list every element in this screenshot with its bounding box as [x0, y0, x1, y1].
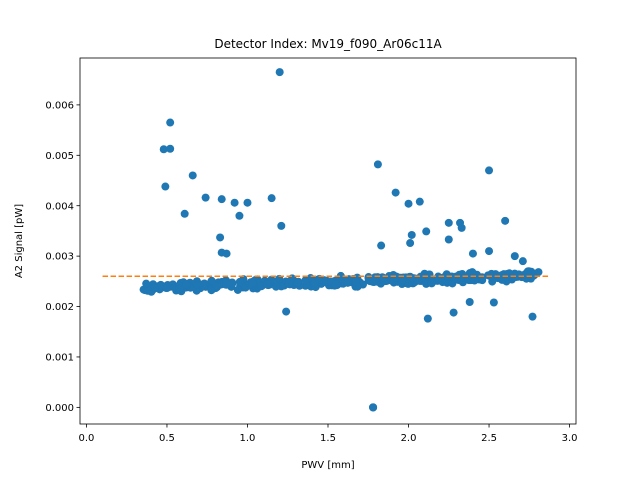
data-point — [407, 230, 416, 239]
y-tick-label: 0.001 — [45, 353, 74, 364]
data-point — [161, 182, 170, 191]
data-point — [444, 218, 453, 227]
data-point — [510, 252, 519, 261]
data-point — [528, 312, 537, 321]
data-point — [142, 279, 151, 288]
data-point — [263, 280, 272, 289]
data-point — [248, 279, 257, 288]
data-point — [235, 277, 244, 286]
data-point — [163, 284, 172, 293]
data-point — [284, 279, 293, 288]
data-point — [351, 277, 360, 286]
data-point — [457, 223, 466, 232]
data-point — [331, 280, 340, 289]
data-point — [444, 235, 453, 244]
data-point — [233, 285, 242, 294]
data-point — [389, 276, 398, 285]
data-point — [243, 198, 252, 207]
data-point — [423, 314, 432, 323]
x-tick-label: 1.5 — [320, 433, 336, 444]
data-point — [230, 198, 239, 207]
data-point — [427, 279, 436, 288]
data-point — [235, 211, 244, 220]
data-point — [468, 268, 477, 277]
data-point — [272, 282, 280, 291]
data-point — [227, 279, 236, 288]
x-tick-label: 2.0 — [401, 433, 417, 444]
data-point — [343, 278, 352, 287]
data-point — [478, 273, 487, 282]
data-point — [222, 279, 231, 288]
data-point — [534, 268, 543, 277]
x-tick-label: 1.0 — [240, 433, 256, 444]
data-point — [212, 281, 221, 290]
data-point — [182, 280, 191, 289]
data-point — [293, 278, 302, 287]
data-point — [175, 284, 184, 293]
data-point — [485, 166, 494, 175]
data-point — [207, 276, 216, 285]
chart-title: Detector Index: Mv19_f090_Ar06c11A — [214, 37, 442, 51]
data-point — [489, 298, 498, 307]
data-point — [414, 275, 423, 284]
data-point — [378, 273, 387, 282]
x-tick-label: 2.5 — [481, 433, 497, 444]
data-point — [217, 195, 226, 204]
x-tick-label: 3.0 — [562, 433, 578, 444]
x-tick-label: 0.0 — [78, 433, 94, 444]
data-point — [267, 194, 276, 203]
data-point — [404, 279, 413, 288]
y-axis: 0.000 0.001 0.002 0.003 0.004 0.005 0.006 — [45, 100, 80, 414]
data-point — [519, 271, 528, 280]
data-point — [465, 298, 474, 306]
data-point — [485, 247, 494, 256]
data-point — [188, 171, 197, 180]
y-tick-label: 0.003 — [45, 252, 74, 263]
data-point — [277, 221, 286, 230]
data-point — [159, 145, 168, 154]
data-point — [501, 216, 510, 225]
data-point — [373, 160, 382, 169]
y-axis-label: A2 Signal [pW] — [14, 204, 25, 278]
y-tick-label: 0.000 — [45, 403, 74, 414]
y-tick-label: 0.006 — [45, 100, 74, 111]
data-point — [391, 188, 400, 197]
data-point — [370, 277, 379, 286]
y-tick-label: 0.005 — [45, 151, 74, 162]
data-point — [377, 241, 386, 250]
data-point — [449, 308, 458, 317]
data-point — [456, 274, 465, 283]
data-point — [180, 209, 189, 218]
data-point — [150, 284, 159, 293]
data-point — [275, 68, 284, 77]
data-point — [201, 193, 210, 202]
data-point — [468, 249, 477, 258]
data-point — [166, 144, 175, 153]
data-point — [404, 199, 413, 208]
data-point — [398, 276, 407, 285]
data-point — [310, 279, 319, 288]
y-tick-label: 0.002 — [45, 302, 74, 313]
y-tick-label: 0.004 — [45, 201, 74, 212]
data-point — [415, 197, 424, 206]
data-point — [422, 227, 431, 236]
data-point — [207, 286, 216, 295]
data-point — [282, 307, 291, 316]
data-point — [406, 239, 415, 248]
data-point — [518, 257, 527, 266]
x-axis: 0.0 0.5 1.0 1.5 2.0 2.5 3.0 — [78, 424, 578, 444]
data-point — [216, 233, 225, 242]
data-point — [166, 118, 175, 127]
data-point — [369, 403, 378, 412]
x-axis-label: PWV [mm] — [301, 460, 354, 471]
data-point — [200, 279, 209, 288]
data-point — [222, 249, 231, 258]
x-tick-label: 0.5 — [159, 433, 175, 444]
